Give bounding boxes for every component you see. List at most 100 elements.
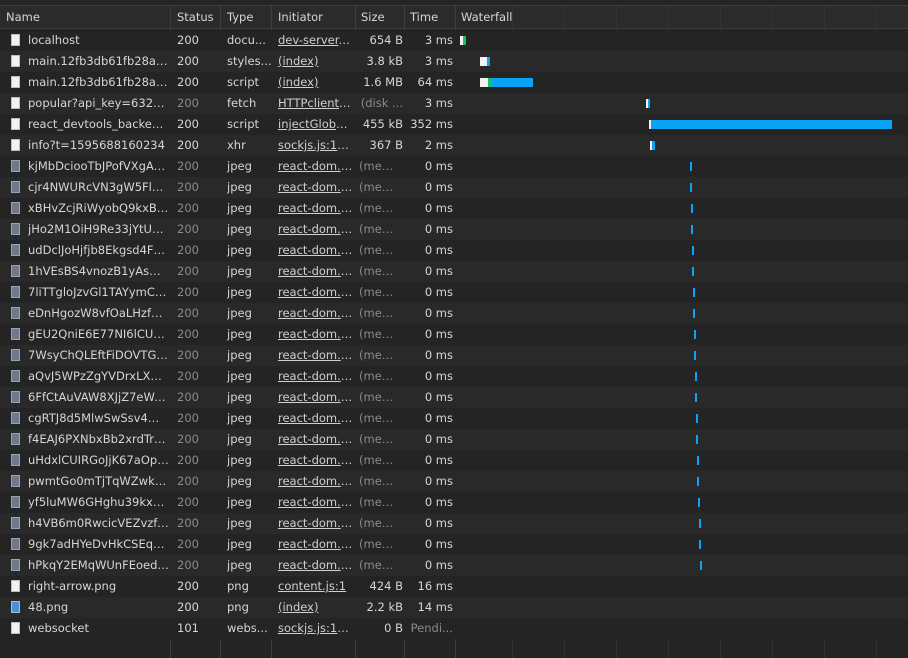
column-header-status[interactable]: Status	[177, 10, 214, 24]
waterfall-bar[interactable]	[480, 57, 487, 66]
request-initiator[interactable]: content.js:1	[278, 579, 347, 593]
request-row[interactable]: 6FfCtAuVAW8XJjZ7eWeL... 200 jpeg react-dom.…	[0, 387, 908, 408]
request-initiator[interactable]: (index)	[278, 54, 319, 68]
request-initiator[interactable]: react-dom.d...	[278, 285, 353, 299]
waterfall-bar[interactable]	[487, 57, 490, 66]
waterfall-bar[interactable]	[694, 330, 696, 339]
request-row[interactable]: main.12fb3db61fb28adc... 200 styles... (ind…	[0, 51, 908, 72]
waterfall-bar[interactable]	[650, 141, 652, 150]
waterfall-bar[interactable]	[649, 120, 651, 129]
request-row[interactable]: cgRTJ8d5MlwSwSsv4Ww... 200 jpeg react-dom.d…	[0, 408, 908, 429]
waterfall-bar[interactable]	[652, 141, 655, 150]
request-initiator[interactable]: react-dom.d...	[278, 348, 353, 362]
waterfall-bar[interactable]	[460, 36, 463, 45]
request-initiator[interactable]: react-dom.d...	[278, 222, 353, 236]
column-header-size[interactable]: Size	[361, 10, 385, 24]
request-initiator[interactable]: HTTPclient.j...	[278, 96, 353, 110]
request-initiator[interactable]: react-dom.d...	[278, 558, 353, 572]
request-row[interactable]: websocket 101 webs... sockjs.js:1684 0 B Pend…	[0, 618, 908, 639]
request-row[interactable]: h4VB6m0RwcicVEZvzftY... 200 jpeg react-dom.…	[0, 513, 908, 534]
waterfall-bar[interactable]	[693, 288, 695, 297]
request-row[interactable]: aQvJ5WPzZgYVDrxLX4R... 200 jpeg react-dom.d…	[0, 366, 908, 387]
request-initiator[interactable]: react-dom.d...	[278, 327, 353, 341]
request-row[interactable]: 7WsyChQLEftFiDOVTGkv... 200 jpeg react-dom.…	[0, 345, 908, 366]
waterfall-bar[interactable]	[691, 204, 693, 213]
request-initiator[interactable]: react-dom.d...	[278, 411, 353, 425]
request-initiator[interactable]: (index)	[278, 600, 319, 614]
request-row[interactable]: hPkqY2EMqWUnFEoedu... 200 jpeg react-dom.d.…	[0, 555, 908, 576]
request-row[interactable]: 48.png 200 png (index) 2.2 kB 14 ms	[0, 597, 908, 618]
waterfall-bar[interactable]	[694, 351, 696, 360]
waterfall-bar[interactable]	[463, 36, 466, 45]
request-initiator[interactable]: react-dom.d...	[278, 369, 353, 383]
waterfall-bar[interactable]	[690, 183, 692, 192]
request-initiator[interactable]: react-dom.d...	[278, 201, 353, 215]
request-row[interactable]: yf5luMW6GHghu39kxA0... 200 jpeg react-dom.d…	[0, 492, 908, 513]
waterfall-bar[interactable]	[695, 372, 697, 381]
request-initiator[interactable]: react-dom.d...	[278, 474, 353, 488]
request-row[interactable]: cjr4NWURcVN3gW5FlHe... 200 jpeg react-dom.d…	[0, 177, 908, 198]
request-row[interactable]: info?t=1595688160234 200 xhr sockjs.js:1606…	[0, 135, 908, 156]
request-initiator[interactable]: react-dom.d...	[278, 432, 353, 446]
request-initiator[interactable]: react-dom.d...	[278, 243, 353, 257]
waterfall-bar[interactable]	[699, 540, 701, 549]
request-row[interactable]: eDnHgozW8vfOaLHzfpH... 200 jpeg react-dom.d…	[0, 303, 908, 324]
waterfall-bar[interactable]	[696, 435, 698, 444]
request-row[interactable]: 1hVEsBS4vnozB1yAsMiq... 200 jpeg react-dom.…	[0, 261, 908, 282]
request-initiator[interactable]: react-dom.d...	[278, 306, 353, 320]
column-header-name[interactable]: Name	[6, 10, 40, 24]
waterfall-bar[interactable]	[690, 162, 692, 171]
request-row[interactable]: gEU2QniE6E77NI6lCU6... 200 jpeg react-dom.d…	[0, 324, 908, 345]
request-row[interactable]: xBHvZcjRiWyobQ9kxBh... 200 jpeg react-dom.d…	[0, 198, 908, 219]
request-row[interactable]: 7liTTgloJzvGl1TAYymCfbf... 200 jpeg react-d…	[0, 282, 908, 303]
waterfall-bar[interactable]	[488, 78, 492, 87]
request-row[interactable]: uHdxlCUIRGoJjK67aOp3... 200 jpeg react-dom.…	[0, 450, 908, 471]
request-row[interactable]: 9gk7adHYeDvHkCSEqAv... 200 jpeg react-dom.d…	[0, 534, 908, 555]
waterfall-bar[interactable]	[693, 309, 695, 318]
waterfall-bar[interactable]	[651, 120, 892, 129]
request-initiator[interactable]: react-dom.d...	[278, 516, 353, 530]
waterfall-bar[interactable]	[700, 561, 702, 570]
waterfall-bar[interactable]	[697, 456, 699, 465]
request-initiator[interactable]: react-dom.d...	[278, 537, 353, 551]
request-initiator[interactable]: dev-server.j...	[278, 33, 353, 47]
waterfall-bar[interactable]	[480, 78, 488, 87]
column-header-waterfall[interactable]: Waterfall	[461, 10, 513, 24]
request-initiator[interactable]: react-dom.d...	[278, 453, 353, 467]
request-row[interactable]: right-arrow.png 200 png content.js:1 424 B 16…	[0, 576, 908, 597]
request-initiator[interactable]: injectGlobal...	[278, 117, 353, 131]
request-row[interactable]: kjMbDciooTbJPofVXgAo... 200 jpeg react-dom.…	[0, 156, 908, 177]
request-row[interactable]: jHo2M1OiH9Re33jYtUQ... 200 jpeg react-dom.d…	[0, 219, 908, 240]
waterfall-bar[interactable]	[492, 78, 533, 87]
waterfall-bar[interactable]	[699, 519, 701, 528]
request-row[interactable]: main.12fb3db61fb28adc... 200 script (index)…	[0, 72, 908, 93]
request-initiator[interactable]: (index)	[278, 75, 319, 89]
request-initiator[interactable]: sockjs.js:1684	[278, 621, 353, 635]
request-initiator[interactable]: react-dom.d...	[278, 390, 353, 404]
request-initiator[interactable]: react-dom.d...	[278, 495, 353, 509]
waterfall-bar[interactable]	[692, 267, 694, 276]
waterfall-bar[interactable]	[691, 225, 693, 234]
request-row[interactable]: popular?api_key=6329b... 200 fetch HTTPclie…	[0, 93, 908, 114]
request-initiator[interactable]: react-dom.d...	[278, 159, 353, 173]
request-initiator[interactable]: sockjs.js:1606	[278, 138, 353, 152]
request-initiator[interactable]: react-dom.d...	[278, 264, 353, 278]
request-status: 200	[177, 33, 199, 47]
request-initiator[interactable]: react-dom.d...	[278, 180, 353, 194]
png-icon	[11, 601, 20, 613]
request-row[interactable]: localhost 200 docu... dev-server.j... 654 B 3…	[0, 30, 908, 51]
request-row[interactable]: react_devtools_backend.js 200 script inject…	[0, 114, 908, 135]
waterfall-bar[interactable]	[692, 246, 694, 255]
waterfall-bar[interactable]	[697, 477, 699, 486]
request-row[interactable]: pwmtGo0mTjTqWZwk3k... 200 jpeg react-dom.d.…	[0, 471, 908, 492]
request-row[interactable]: udDclJoHjfjb8Ekgsd4FDt... 200 jpeg react-do…	[0, 240, 908, 261]
waterfall-bar[interactable]	[698, 498, 700, 507]
column-header-time[interactable]: Time	[410, 10, 439, 24]
column-header-type[interactable]: Type	[227, 10, 254, 24]
waterfall-bar[interactable]	[695, 393, 697, 402]
waterfall-bar[interactable]	[696, 414, 698, 423]
request-row[interactable]: f4EAJ6PXNbxBb2xrdTrT2... 200 jpeg react-dom…	[0, 429, 908, 450]
column-header-initiator[interactable]: Initiator	[278, 10, 323, 24]
waterfall-bar[interactable]	[648, 99, 650, 108]
waterfall-bar[interactable]	[646, 99, 648, 108]
